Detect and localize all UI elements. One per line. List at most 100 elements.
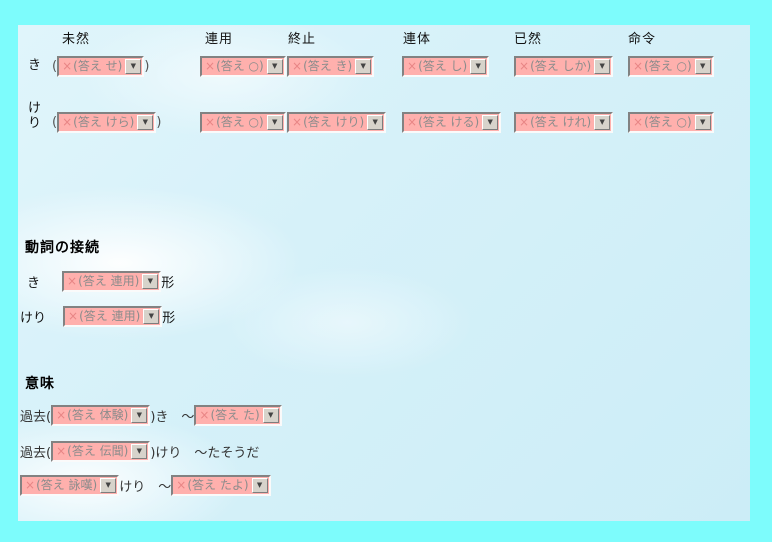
select-keri-renyo[interactable]: × (答え ○) ▼ <box>200 112 286 133</box>
answer-text: (答え ○) <box>216 59 264 73</box>
select-keri-mizen[interactable]: × (答え けら) ▼ <box>57 111 157 133</box>
dropdown-arrow-icon: ▼ <box>137 114 154 130</box>
x-mark: × <box>407 115 418 129</box>
x-mark: × <box>407 59 418 73</box>
answer-text: (答え き) <box>303 59 353 73</box>
answer-text: (答え 伝聞) <box>67 443 129 458</box>
dropdown-arrow-icon: ▼ <box>251 477 268 493</box>
x-mark: × <box>205 115 216 129</box>
setsuzoku-row-keri: けり × (答え 連用) ▼ 形 <box>20 305 175 327</box>
setsuzoku-suffix: 形 <box>162 310 176 326</box>
row-label-keri: けり <box>28 101 42 131</box>
setsuzoku-row-ki: き × (答え 連用) ▼ 形 <box>27 270 174 292</box>
select-imi-eitan[interactable]: × (答え 詠嘆) ▼ <box>20 474 120 496</box>
select-setsuzoku-keri[interactable]: × (答え 連用) ▼ <box>63 305 163 327</box>
dropdown-arrow-icon: ▼ <box>262 407 279 423</box>
x-mark: × <box>25 477 36 492</box>
header-renyo: 連用 <box>205 32 234 47</box>
header-izen: 已然 <box>514 32 543 47</box>
setsuzoku-suffix: 形 <box>161 275 175 291</box>
answer-text: (答え けり) <box>303 115 365 129</box>
select-ki-izen[interactable]: × (答え しか) ▼ <box>514 56 614 77</box>
dropdown-arrow-icon: ▼ <box>694 59 711 74</box>
header-shushi: 終止 <box>288 32 317 47</box>
dropdown-arrow-icon: ▼ <box>143 308 160 324</box>
dropdown-arrow-icon: ▼ <box>142 273 159 289</box>
close-paren: ) <box>156 114 162 130</box>
dropdown-arrow-icon: ▼ <box>100 477 117 493</box>
select-imi-denbun[interactable]: × (答え 伝聞) ▼ <box>51 440 151 462</box>
header-meirei: 命令 <box>628 32 657 47</box>
row-label-ki: き <box>28 58 42 73</box>
select-ki-meirei[interactable]: × (答え ○) ▼ <box>628 56 714 77</box>
select-imi-tayo[interactable]: × (答え たよ) ▼ <box>171 474 271 496</box>
imi-pre-text: 過去( <box>20 409 52 425</box>
answer-text: (答え ○) <box>644 115 692 129</box>
answer-text: (答え ける) <box>418 115 480 129</box>
select-ki-shushi[interactable]: × (答え き) ▼ <box>287 56 375 77</box>
x-mark: × <box>633 115 644 129</box>
x-mark: × <box>292 59 303 73</box>
select-keri-meirei[interactable]: × (答え ○) ▼ <box>628 112 714 133</box>
select-ki-rentai[interactable]: × (答え し) ▼ <box>402 56 490 77</box>
x-mark: × <box>56 407 67 422</box>
dropdown-arrow-icon: ▼ <box>470 59 487 74</box>
x-mark: × <box>199 407 210 422</box>
select-imi-taiken[interactable]: × (答え 体験) ▼ <box>51 404 151 426</box>
x-mark: × <box>56 443 67 458</box>
answer-text: (答え しか) <box>530 59 592 73</box>
imi-line-eitan: × (答え 詠嘆) ▼ けり ～ × (答え たよ) ▼ <box>20 474 271 496</box>
dropdown-arrow-icon: ▼ <box>131 407 148 423</box>
answer-text: (答え せ) <box>73 58 123 73</box>
imi-line-kako-keri: 過去( × (答え 伝聞) ▼ )けり ～たそうだ <box>20 440 259 462</box>
select-keri-rentai[interactable]: × (答え ける) ▼ <box>402 112 502 133</box>
select-keri-shushi[interactable]: × (答え けり) ▼ <box>287 112 387 133</box>
dropdown-arrow-icon: ▼ <box>594 59 611 74</box>
close-paren: ) <box>144 58 150 74</box>
answer-text: (答え たよ) <box>187 477 249 492</box>
x-mark: × <box>176 477 187 492</box>
x-mark: × <box>205 59 216 73</box>
select-ki-renyo[interactable]: × (答え ○) ▼ <box>200 56 286 77</box>
answer-text: (答え し) <box>418 59 468 73</box>
header-mizen: 未然 <box>62 32 91 47</box>
select-ki-mizen[interactable]: × (答え せ) ▼ <box>57 55 145 77</box>
x-mark: × <box>67 273 78 288</box>
x-mark: × <box>633 59 644 73</box>
select-setsuzoku-ki[interactable]: × (答え 連用) ▼ <box>62 270 162 292</box>
answer-text: (答え 連用) <box>78 273 140 288</box>
x-mark: × <box>292 115 303 129</box>
content-panel: 未然 連用 終止 連体 已然 命令 き ( × (答え せ) ▼ ) × (答え ○… <box>18 25 750 521</box>
dropdown-arrow-icon: ▼ <box>694 115 711 130</box>
answer-text: (答え 連用) <box>79 308 141 323</box>
x-mark: × <box>62 114 73 129</box>
x-mark: × <box>519 115 530 129</box>
dropdown-arrow-icon: ▼ <box>125 58 142 74</box>
open-paren: ( <box>52 114 58 130</box>
cell-ki-mizen: ( × (答え せ) ▼ ) <box>52 55 149 77</box>
answer-text: (答え けれ) <box>530 115 592 129</box>
dropdown-arrow-icon: ▼ <box>367 115 384 130</box>
cell-keri-mizen: ( × (答え けら) ▼ ) <box>52 111 161 133</box>
x-mark: × <box>519 59 530 73</box>
dropdown-arrow-icon: ▼ <box>594 115 611 130</box>
imi-line-kako-ki: 過去( × (答え 体験) ▼ )き ～ × (答え た) ▼ <box>20 404 282 426</box>
imi-pre-text: 過去( <box>20 445 52 461</box>
dropdown-arrow-icon: ▼ <box>482 115 499 130</box>
imi-mid-text: けり ～ <box>119 479 172 495</box>
answer-text: (答え 詠嘆) <box>36 477 98 492</box>
select-keri-izen[interactable]: × (答え けれ) ▼ <box>514 112 614 133</box>
answer-text: (答え 体験) <box>67 407 129 422</box>
dropdown-arrow-icon: ▼ <box>131 443 148 459</box>
dropdown-arrow-icon: ▼ <box>355 59 372 74</box>
x-mark: × <box>62 58 73 73</box>
answer-text: (答え ○) <box>216 115 264 129</box>
select-imi-ta[interactable]: × (答え た) ▼ <box>194 404 282 426</box>
imi-mid-text: )き ～ <box>150 409 195 425</box>
answer-text: (答え けら) <box>73 114 135 129</box>
answer-text: (答え た) <box>210 407 260 422</box>
setsuzoku-label-ki: き <box>27 275 41 291</box>
dropdown-arrow-icon: ▼ <box>266 115 283 130</box>
open-paren: ( <box>52 58 58 74</box>
x-mark: × <box>68 308 79 323</box>
